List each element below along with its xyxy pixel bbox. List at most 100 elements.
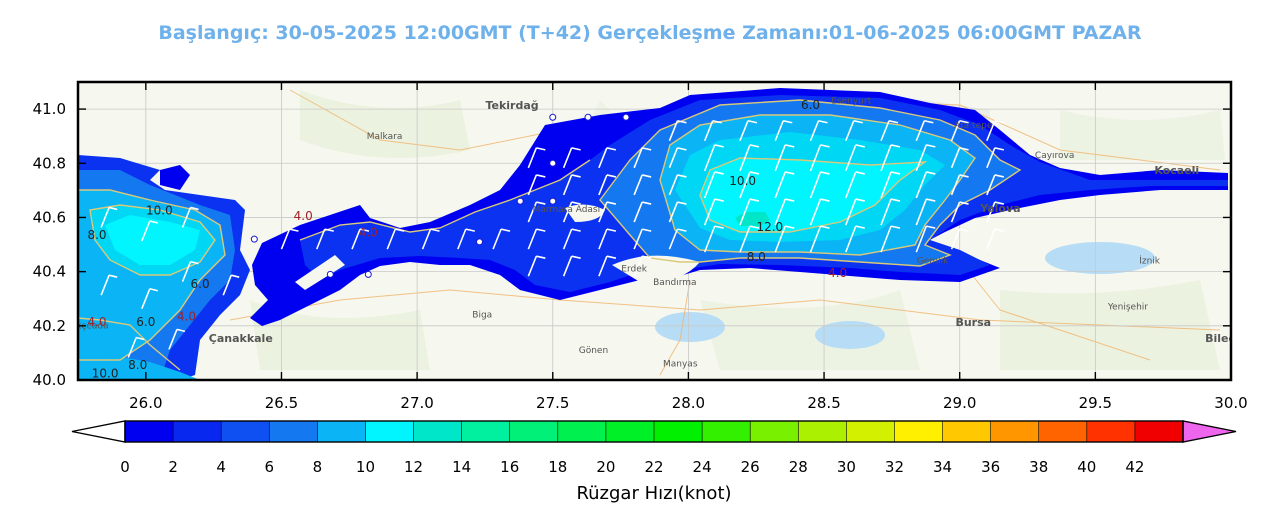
city-label: Kocaeli — [1154, 164, 1199, 177]
wind-barb-flag — [853, 119, 863, 124]
wind-barb — [809, 198, 822, 226]
wind-barb — [950, 147, 961, 169]
wind-barb-flag — [783, 119, 793, 124]
wind-barb — [598, 255, 608, 277]
colorbar-swatch — [124, 420, 174, 443]
x-tick-label: 26.5 — [265, 394, 298, 412]
wind-band-channel — [160, 165, 190, 190]
colorbar-tick-label: 8 — [313, 458, 323, 476]
wind-barb — [598, 147, 608, 169]
wind-barb-flag — [571, 147, 581, 151]
wind-barb-flag — [536, 174, 546, 178]
city-label: Bandırma — [653, 278, 696, 288]
city-label: Gönen — [579, 346, 608, 356]
wind-barb — [809, 225, 822, 253]
wind-barb-flag — [959, 228, 969, 232]
colorbar-tick-label: 22 — [644, 458, 663, 476]
x-tick-label: 29.0 — [943, 394, 976, 412]
contour-label: 4.0 — [359, 225, 378, 239]
wind-barb — [141, 288, 151, 310]
wind-barb-flag — [571, 228, 581, 232]
calm-marker — [516, 197, 524, 205]
colorbar-swatch — [317, 420, 367, 443]
wind-barb-flag — [190, 206, 199, 211]
wind-barb-flag — [890, 144, 901, 148]
wind-barbs — [100, 119, 1005, 358]
y-tick-label: 40.0 — [33, 371, 66, 389]
wind-barb-flag — [926, 198, 936, 202]
wind-barb — [562, 255, 573, 277]
city-label: Esenyurt — [831, 97, 871, 107]
wind-barb-flag — [747, 119, 758, 124]
wind-barb — [845, 198, 857, 226]
wind-barb — [598, 201, 608, 223]
x-tick-label: 27.5 — [536, 394, 569, 412]
y-tick-label: 41.0 — [33, 100, 66, 118]
wind-barb-flag — [855, 144, 865, 148]
wind-barb — [562, 147, 573, 169]
wind-barb-flag — [536, 147, 546, 151]
x-tick-label: 29.5 — [1079, 394, 1112, 412]
colorbar-tick-label: 24 — [693, 458, 712, 476]
colorbar-tick-label: 2 — [168, 458, 178, 476]
city-label: Gökçeada — [64, 322, 109, 332]
wind-barb-flag — [785, 171, 795, 175]
wind-barb-flag — [571, 174, 581, 178]
wind-barb — [351, 228, 361, 250]
wind-barb-flag — [641, 174, 652, 178]
wind-barb — [739, 171, 751, 199]
city-label: Marmara Adası — [533, 205, 601, 215]
y-tick-label: 40.6 — [33, 208, 66, 226]
colorbar-tick-label: 42 — [1125, 458, 1144, 476]
contour-labels: 6.0 10.0 12.0 8.0 4.0 4.0 4.0 10.0 8.0 6.0 4.0 6.0 4… — [87, 98, 847, 380]
colorbar-swatch — [605, 420, 655, 443]
wind-barb — [562, 174, 573, 196]
wind-barb-flag — [926, 171, 936, 175]
wind-barb-flag — [176, 328, 186, 333]
wind-barb — [668, 147, 679, 169]
contour-label: 10.0 — [146, 204, 173, 218]
wind-barb — [527, 201, 538, 223]
colorbar-tick-label: 6 — [264, 458, 274, 476]
wind-barb — [100, 207, 110, 228]
wind-barb — [168, 329, 178, 350]
colorbar-tick-label: 28 — [789, 458, 808, 476]
calm-marker — [584, 113, 592, 121]
colorbar-swatch — [797, 420, 848, 443]
wind-barb — [880, 144, 892, 172]
wind-barb-flag — [395, 228, 405, 232]
wind-barb — [774, 144, 786, 172]
calm-marker — [364, 270, 372, 278]
contour-label: 6.0 — [191, 277, 210, 291]
colorbar-swatch — [701, 420, 751, 443]
y-tick-label: 40.2 — [33, 317, 66, 335]
colorbar-label: Rüzgar Hızı(knot) — [576, 483, 731, 504]
x-tick-label: 26.0 — [129, 394, 162, 412]
city-label: Malkara — [367, 132, 403, 142]
wind-barb — [527, 147, 538, 169]
wind-barb — [739, 225, 751, 253]
wind-barb — [527, 255, 538, 277]
wind-barb — [986, 147, 996, 169]
map-title: Başlangıç: 30-05-2025 12:00GMT (T+42) Ge… — [158, 22, 1142, 44]
colorbar-tick-label: 18 — [548, 458, 567, 476]
wind-barb-flag — [926, 144, 936, 148]
contour-label: 4.0 — [177, 309, 196, 323]
wind-barb-flag — [959, 147, 969, 151]
wind-barb-flag — [888, 119, 899, 124]
x-axis: 26.0 26.5 27.0 27.5 28.0 28.5 29.0 29.5 30.0 — [129, 82, 1248, 412]
wind-barb — [986, 228, 996, 250]
wind-barb-flag — [606, 147, 617, 151]
y-axis: 40.0 40.2 40.4 40.6 40.8 41.0 — [33, 100, 1231, 389]
wind-barb — [739, 144, 751, 172]
wind-barb-flag — [749, 198, 760, 202]
wind-barb — [633, 201, 643, 223]
wind-barb-flag — [749, 144, 760, 148]
wind-barb-flag — [536, 201, 546, 205]
colorbar-tick-label: 36 — [981, 458, 1000, 476]
wind-barb-flag — [571, 201, 581, 205]
colorbar-tick-label: 26 — [741, 458, 760, 476]
y-tick-label: 40.8 — [33, 154, 66, 172]
wind-barb-flag — [714, 144, 724, 148]
contour-label: 8.0 — [128, 358, 147, 372]
